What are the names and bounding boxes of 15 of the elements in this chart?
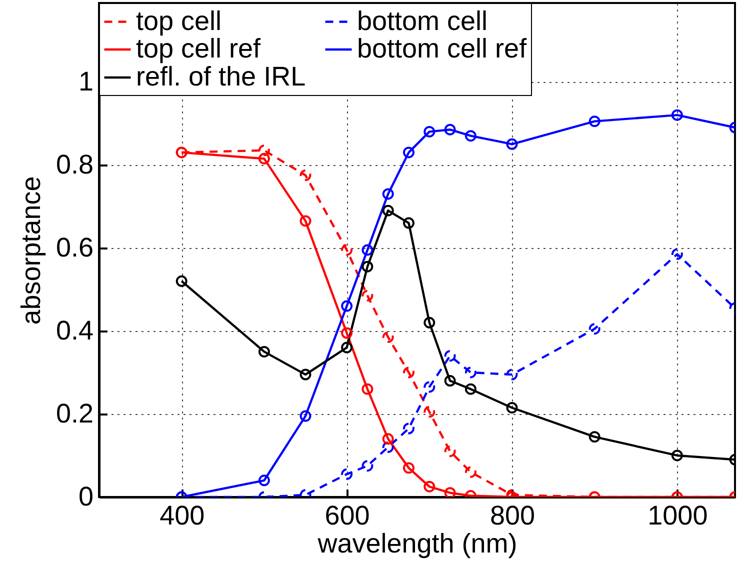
y-tick-label: 1 bbox=[78, 66, 94, 96]
legend-label: bottom cell bbox=[357, 6, 488, 36]
x-tick-label: 400 bbox=[160, 500, 205, 530]
x-axis-title: wavelength (nm) bbox=[316, 528, 518, 558]
x-tick-label: 1000 bbox=[648, 500, 708, 530]
y-tick-label: 0.2 bbox=[56, 398, 94, 428]
x-tick-label: 600 bbox=[324, 500, 370, 530]
y-tick-label: 0.8 bbox=[56, 149, 94, 180]
x-tick-label: 800 bbox=[490, 500, 536, 530]
y-tick-label: 0.6 bbox=[56, 232, 94, 262]
y-tick-label: 0.4 bbox=[56, 315, 94, 346]
y-tick-label: 0 bbox=[78, 482, 94, 512]
legend-label: top cell bbox=[136, 6, 222, 36]
legend-label: bottom cell ref bbox=[357, 34, 528, 64]
y-axis-title: absorptance bbox=[16, 176, 46, 325]
